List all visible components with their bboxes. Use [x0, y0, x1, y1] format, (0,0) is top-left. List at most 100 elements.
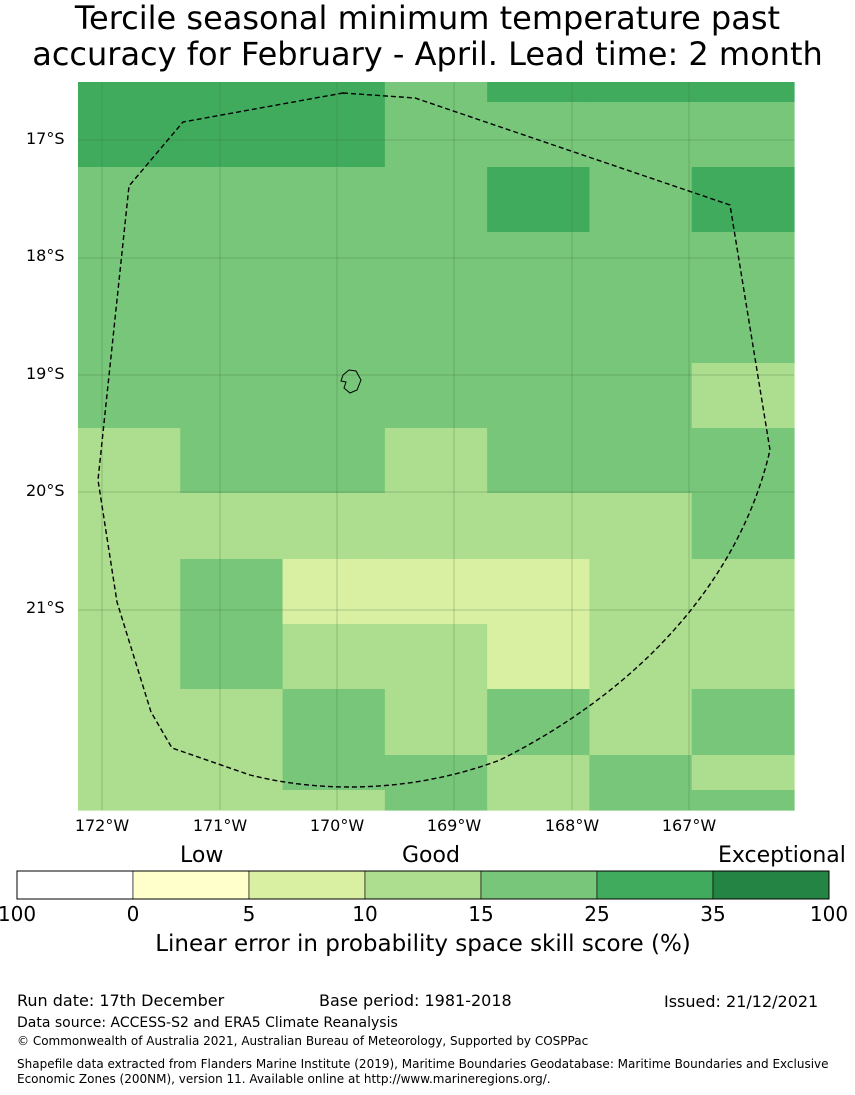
skill-grid — [78, 82, 795, 811]
grid-cell — [691, 624, 795, 690]
grid-cell — [384, 559, 488, 625]
grid-cell — [384, 82, 488, 103]
grid-cell — [180, 689, 284, 756]
grid-cell — [180, 624, 284, 690]
lat-label: 21°S — [26, 598, 65, 617]
colorbar-tick: 10 — [352, 902, 378, 926]
grid-cell — [589, 297, 693, 364]
grid-cell — [487, 167, 591, 233]
lon-label: 172°W — [74, 816, 130, 835]
grid-cell — [180, 232, 284, 298]
lon-label: 168°W — [544, 816, 600, 835]
grid-cell — [282, 689, 386, 756]
lat-label: 17°S — [26, 129, 65, 148]
grid-cell — [487, 755, 591, 791]
grid-cell — [282, 232, 386, 298]
lon-label: 170°W — [309, 816, 365, 835]
grid-cell — [384, 790, 488, 811]
colorbar-segment — [712, 870, 830, 900]
grid-cell — [282, 167, 386, 233]
grid-cell — [691, 428, 795, 494]
lat-label: 20°S — [26, 481, 65, 500]
colorbar-segment — [248, 870, 366, 900]
grid-cell — [589, 559, 693, 625]
grid-cell — [589, 167, 693, 233]
grid-cell — [487, 428, 591, 494]
grid-cell — [691, 755, 795, 791]
grid-cell — [589, 102, 693, 168]
colorbar-segment — [16, 870, 134, 900]
grid-cell — [589, 363, 693, 429]
grid-cell — [78, 363, 181, 429]
grid-cell — [282, 624, 386, 690]
grid-cell — [691, 82, 795, 103]
grid-cell — [487, 689, 591, 756]
grid-cell — [78, 493, 181, 560]
grid-cell — [78, 624, 181, 690]
lat-label: 19°S — [26, 364, 65, 383]
grid-cell — [691, 790, 795, 811]
grid-cell — [691, 493, 795, 560]
grid-cell — [384, 624, 488, 690]
grid-cell — [282, 102, 386, 168]
grid-cell — [180, 559, 284, 625]
grid-cell — [180, 363, 284, 429]
lon-label: 171°W — [192, 816, 248, 835]
grid-cell — [78, 559, 181, 625]
grid-cell — [589, 689, 693, 756]
grid-cell — [384, 102, 488, 168]
grid-cell — [78, 755, 181, 791]
lon-label: 167°W — [661, 816, 717, 835]
colorbar-tick: 0 — [126, 902, 140, 926]
grid-cell — [282, 363, 386, 429]
grid-cell — [691, 232, 795, 298]
colorbar-category-exceptional: Exceptional — [718, 843, 846, 868]
colorbar-segment — [364, 870, 482, 900]
shapefile-credit-line-1: Shapefile data extracted from Flanders M… — [17, 1057, 829, 1071]
colorbar-segment — [596, 870, 714, 900]
grid-cell — [78, 232, 181, 298]
base-period: Base period: 1981-2018 — [319, 991, 512, 1010]
grid-cell — [487, 363, 591, 429]
grid-cell — [282, 493, 386, 560]
grid-cell — [589, 755, 693, 791]
grid-cell — [589, 82, 693, 103]
grid-cell — [487, 493, 591, 560]
grid-cell — [691, 689, 795, 756]
copyright: © Commonwealth of Australia 2021, Austra… — [17, 1034, 589, 1048]
title-line-1: Tercile seasonal minimum temperature pas… — [74, 0, 781, 37]
grid-cell — [78, 82, 181, 103]
colorbar-category-good: Good — [402, 843, 460, 868]
colorbar-tick: 100 — [0, 902, 37, 926]
colorbar-title: Linear error in probability space skill … — [155, 931, 691, 957]
grid-cell — [384, 232, 488, 298]
grid-cell — [384, 428, 488, 494]
island-outline — [340, 369, 362, 394]
grid-cell — [691, 102, 795, 168]
grid-cell — [691, 297, 795, 364]
grid-cell — [487, 624, 591, 690]
colorbar-segment — [480, 870, 598, 900]
data-source: Data source: ACCESS-S2 and ERA5 Climate … — [17, 1015, 398, 1031]
title-line-2: accuracy for February - April. Lead time… — [32, 35, 823, 73]
colorbar-border — [16, 870, 830, 900]
grid-cell — [384, 689, 488, 756]
eez-boundary — [97, 92, 771, 788]
colorbar-tick: 100 — [809, 902, 849, 926]
grid-cell — [691, 363, 795, 429]
grid-cell — [384, 493, 488, 560]
grid-cell — [180, 297, 284, 364]
colorbar-tick: 5 — [242, 902, 256, 926]
grid-cell — [589, 428, 693, 494]
grid-cell — [78, 790, 181, 811]
lon-label: 169°W — [426, 816, 482, 835]
run-date: Run date: 17th December — [17, 991, 225, 1010]
grid-cell — [78, 689, 181, 756]
grid-cell — [384, 755, 488, 791]
colorbar-tick: 35 — [700, 902, 726, 926]
colorbar — [16, 870, 830, 900]
grid-cell — [282, 790, 386, 811]
grid-cell — [180, 493, 284, 560]
grid-cell — [589, 493, 693, 560]
